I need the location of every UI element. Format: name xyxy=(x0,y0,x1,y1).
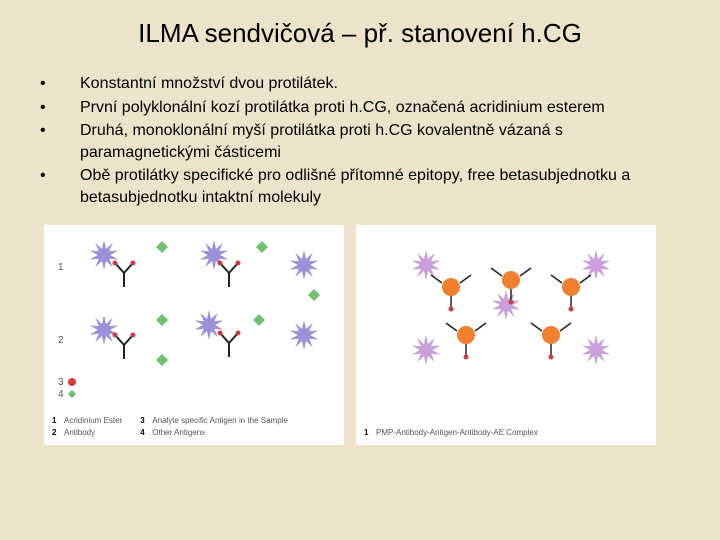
svg-text:3: 3 xyxy=(58,377,64,388)
figure-left: 1234 1 Acridinium Ester 2 Antibody 3 An xyxy=(44,225,344,445)
figure-left-legend: 1 Acridinium Ester 2 Antibody 3 Analyte … xyxy=(52,416,336,439)
bullet-mark: • xyxy=(40,120,80,142)
figure-right: 1 PMP-Antibody-Antigen-Antibody-AE Compl… xyxy=(356,225,656,445)
legend-item: 3 Analyte specific Antigen in the Sample xyxy=(140,416,288,426)
figure-right-svg xyxy=(356,225,656,400)
svg-text:1: 1 xyxy=(58,262,64,273)
bullet-mark: • xyxy=(40,73,80,95)
slide-title: ILMA sendvičová – př. stanovení h.CG xyxy=(40,18,680,49)
list-item: • Konstantní množství dvou protilátek. xyxy=(40,73,680,95)
figures-row: 1234 1 Acridinium Ester 2 Antibody 3 An xyxy=(40,225,680,445)
list-item: • Druhá, monoklonální myší protilátka pr… xyxy=(40,120,680,163)
slide: ILMA sendvičová – př. stanovení h.CG • K… xyxy=(0,0,720,540)
bullet-text: Druhá, monoklonální myší protilátka prot… xyxy=(80,120,680,163)
legend-item: 1 PMP-Antibody-Antigen-Antibody-AE Compl… xyxy=(364,428,538,438)
svg-text:4: 4 xyxy=(58,389,64,400)
legend-item: 1 Acridinium Ester xyxy=(52,416,122,426)
legend-item: 4 Other Antigens xyxy=(140,428,288,438)
figure-right-legend: 1 PMP-Antibody-Antigen-Antibody-AE Compl… xyxy=(364,428,648,438)
figure-left-svg: 1 2 34 xyxy=(44,225,344,400)
list-item: • První polyklonální kozí protilátka pro… xyxy=(40,97,680,119)
bullet-mark: • xyxy=(40,97,80,119)
svg-text:2: 2 xyxy=(58,335,64,346)
legend-item: 2 Antibody xyxy=(52,428,122,438)
bullet-mark: • xyxy=(40,165,80,187)
list-item: • Obě protilátky specifické pro odlišné … xyxy=(40,165,680,208)
bullet-text: První polyklonální kozí protilátka proti… xyxy=(80,97,605,119)
bullet-text: Obě protilátky specifické pro odlišné př… xyxy=(80,165,680,208)
bullet-list: • Konstantní množství dvou protilátek. •… xyxy=(40,73,680,209)
bullet-text: Konstantní množství dvou protilátek. xyxy=(80,73,338,95)
